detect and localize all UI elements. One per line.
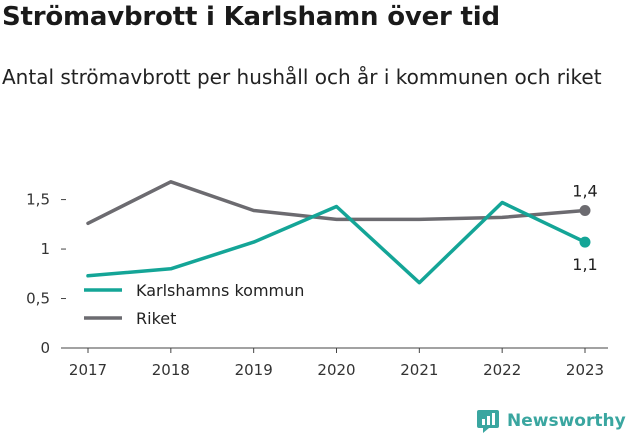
legend-label-riket: Riket [136,309,176,328]
end-value-label-karlshamns-kommun: 1,1 [572,255,597,274]
x-tick-label: 2018 [152,361,190,379]
y-tick-label: 0,5 [26,290,50,308]
line-chart: 0 0,5 1 1,5 2017 2018 2019 2020 2021 2022 2023 1,… [26,180,608,379]
end-point-riket [579,204,591,216]
x-tick-label: 2017 [69,361,107,379]
end-value-label-riket: 1,4 [572,181,597,200]
chart-subtitle: Antal strömavbrott per hushåll och år i … [2,65,602,89]
chart-title: Strömavbrott i Karlshamn över tid [2,2,500,32]
legend: Karlshamns kommun Riket [84,281,304,328]
y-axis: 0 0,5 1 1,5 [26,191,66,357]
series-line-riket [86,180,587,226]
newsworthy-logo-icon [477,410,499,433]
series-layer: 1,4 1,1 [86,180,598,285]
y-tick-label: 1 [40,240,50,258]
x-tick-label: 2023 [566,361,604,379]
legend-label-karlshamns-kommun: Karlshamns kommun [136,281,304,300]
x-tick-label: 2020 [317,361,355,379]
end-point-karlshamns-kommun [579,236,591,248]
y-tick-label: 0 [40,339,50,357]
x-tick-label: 2022 [483,361,521,379]
brand-name: Newsworthy [507,411,626,431]
series-line-karlshamns-kommun [86,200,587,285]
brand-logo: Newsworthy [475,407,626,435]
x-tick-label: 2019 [235,361,273,379]
y-tick-label: 1,5 [26,191,50,209]
x-axis: 2017 2018 2019 2020 2021 2022 2023 [66,347,608,379]
x-tick-label: 2021 [400,361,438,379]
